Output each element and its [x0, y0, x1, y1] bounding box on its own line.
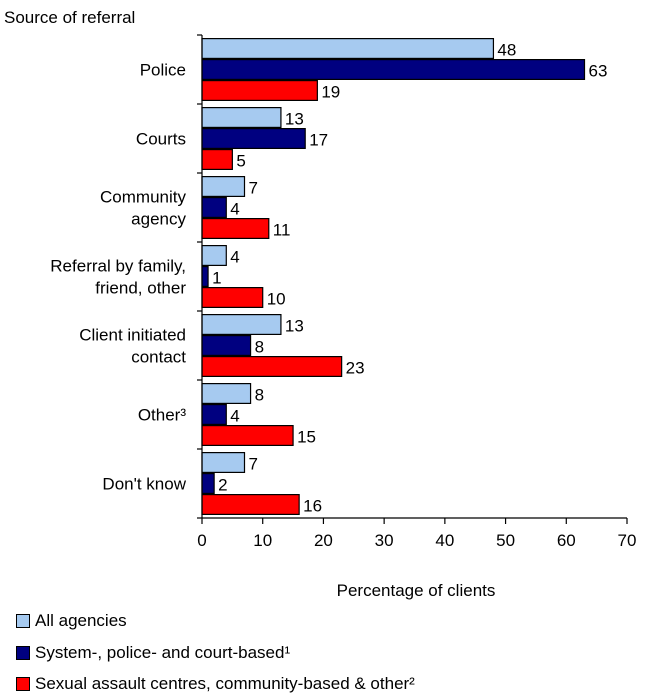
bar-4-1 — [201, 335, 252, 357]
data-label-1-2: 5 — [236, 151, 245, 170]
data-label-6-0: 7 — [249, 454, 258, 473]
category-label-4-0: Client initiated — [79, 326, 186, 345]
data-label-3-2: 10 — [267, 289, 286, 308]
data-label-0-2: 19 — [321, 82, 340, 101]
category-labels: Police Courts Community agency Referral by f… — [50, 61, 186, 494]
data-label-4-1: 8 — [255, 337, 264, 356]
bar-4-0 — [201, 314, 282, 336]
bar-4-2 — [201, 356, 343, 378]
bar-0-2 — [201, 79, 318, 101]
bar-5-2 — [201, 425, 294, 447]
data-label-2-0: 7 — [249, 178, 258, 197]
x-tick-label-5: 50 — [496, 531, 515, 550]
bar-1-0 — [201, 106, 282, 128]
data-label-3-0: 4 — [230, 247, 239, 266]
data-label-5-0: 8 — [255, 385, 264, 404]
data-label-4-0: 13 — [285, 316, 304, 335]
data-label-4-2: 23 — [346, 358, 365, 377]
bar-6-2 — [201, 494, 300, 516]
x-tick-label-7: 70 — [618, 531, 637, 550]
bar-6-1 — [201, 473, 215, 495]
legend-label-all-agencies: All agencies — [35, 611, 127, 630]
x-tick-label-1: 10 — [253, 531, 272, 550]
x-axis: 0 10 20 30 40 50 60 70 — [197, 34, 637, 550]
x-axis-title: Percentage of clients — [337, 581, 496, 600]
bar-2-0 — [201, 176, 246, 198]
x-tick-label-2: 20 — [314, 531, 333, 550]
category-label-4-1: contact — [131, 348, 186, 367]
data-label-5-2: 15 — [297, 427, 316, 446]
data-label-1-0: 13 — [285, 109, 304, 128]
category-label-2-0: Community — [100, 188, 186, 207]
bar-3-2 — [201, 287, 264, 309]
category-label-2-1: agency — [131, 210, 186, 229]
category-label-3-0: Referral by family, — [50, 257, 186, 276]
bar-1-2 — [201, 149, 233, 171]
bar-2-2 — [201, 218, 270, 240]
chart: Source of referral 486319131757411411013… — [4, 8, 637, 600]
legend-item-all-agencies: All agencies — [16, 611, 127, 631]
category-label-5-0: Other³ — [138, 406, 187, 425]
category-label-1-0: Courts — [136, 130, 186, 149]
y-axis-title: Source of referral — [4, 8, 135, 27]
bar-1-1 — [201, 128, 306, 150]
category-label-6-0: Don't know — [102, 475, 186, 494]
x-tick-label-4: 40 — [435, 531, 454, 550]
data-label-2-2: 11 — [273, 220, 291, 239]
x-tick-label-3: 30 — [375, 531, 394, 550]
legend-swatch-sexual-assault-centres — [16, 677, 30, 691]
legend-label-sexual-assault-centres: Sexual assault centres, community-based … — [35, 674, 415, 693]
bar-0-0 — [201, 37, 495, 59]
data-label-3-1: 1 — [212, 268, 221, 287]
legend-item-system-based: System-, police- and court-based¹ — [16, 643, 290, 663]
data-label-5-1: 4 — [230, 406, 239, 425]
legend-item-sexual-assault-centres: Sexual assault centres, community-based … — [16, 674, 415, 694]
legend-swatch-system-based — [16, 646, 30, 660]
legend-swatch-all-agencies — [16, 614, 30, 628]
bar-3-0 — [201, 245, 227, 267]
legend-label-system-based: System-, police- and court-based¹ — [35, 643, 291, 662]
data-label-0-1: 63 — [589, 61, 608, 80]
bar-5-0 — [201, 383, 252, 405]
bar-0-1 — [201, 58, 586, 80]
x-tick-label-6: 60 — [557, 531, 576, 550]
data-label-6-2: 16 — [303, 496, 322, 515]
bar-5-1 — [201, 404, 227, 426]
data-label-2-1: 4 — [230, 199, 239, 218]
data-label-0-0: 48 — [497, 40, 516, 59]
data-label-1-1: 17 — [309, 130, 328, 149]
bar-6-0 — [201, 452, 246, 474]
data-label-6-1: 2 — [218, 475, 227, 494]
category-label-0-0: Police — [140, 61, 186, 80]
bar-3-1 — [201, 266, 209, 288]
bar-2-1 — [201, 197, 227, 219]
category-label-3-1: friend, other — [95, 279, 186, 298]
x-tick-label-0: 0 — [197, 531, 206, 550]
